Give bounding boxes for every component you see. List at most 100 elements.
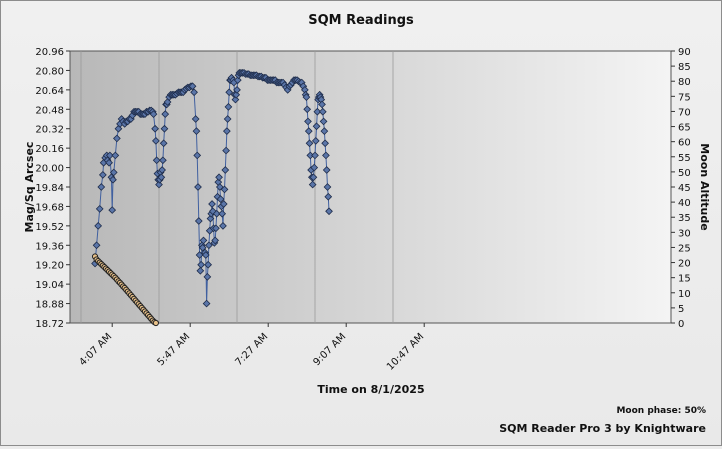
y2-tick-label: 20 [678, 259, 691, 270]
sqm-point [108, 206, 117, 214]
sqm-point [325, 207, 333, 216]
sqm-point [157, 173, 166, 182]
sqm-point [111, 151, 120, 160]
sqm-point [193, 151, 202, 160]
sqm-point [219, 200, 228, 208]
sqm-point [225, 88, 234, 97]
sqm-point [233, 76, 242, 85]
sqm-point [204, 260, 213, 269]
sqm-point [222, 127, 231, 136]
y2-tick-label: 40 [678, 198, 691, 209]
sqm-point [159, 156, 167, 165]
sqm-point [222, 146, 230, 155]
sqm-point [151, 124, 159, 133]
x-tick-label: 10:47 AM [385, 331, 426, 372]
sqm-point [149, 110, 158, 119]
sqm-point [211, 236, 220, 245]
sqm-point [188, 82, 197, 91]
sqm-point [95, 204, 104, 213]
y2-tick-label: 80 [678, 77, 691, 88]
sqm-point [309, 173, 318, 182]
sqm-point [161, 110, 170, 119]
sqm-point [221, 166, 230, 174]
sqm-point [319, 117, 328, 126]
sqm-series [91, 68, 333, 308]
sqm-point [233, 85, 241, 94]
sqm-point [212, 209, 221, 218]
sqm-point [212, 224, 220, 233]
sqm-point [304, 127, 313, 136]
y-tick-label: 19.84 [35, 183, 64, 194]
y-tick-label: 20.00 [35, 164, 64, 175]
chart-title: SQM Readings [308, 13, 414, 28]
y2-tick-label: 25 [678, 243, 691, 254]
sqm-point [152, 136, 160, 145]
y-tick-label: 20.80 [35, 66, 64, 77]
y2-tick-label: 90 [678, 47, 691, 58]
sqm-point [197, 260, 205, 269]
y2-tick-label: 75 [678, 92, 691, 103]
y2-tick-label: 30 [678, 228, 691, 239]
y-tick-label: 19.20 [35, 261, 64, 272]
y-tick-label: 20.16 [35, 144, 64, 155]
y2-tick-label: 5 [678, 304, 684, 315]
sqm-point [206, 214, 215, 223]
sqm-point [109, 175, 117, 184]
y2-tick-label: 10 [678, 289, 691, 300]
sqm-point [310, 163, 319, 172]
sqm-point [220, 185, 229, 194]
sqm-point [318, 107, 327, 116]
sqm-point [202, 299, 211, 308]
sqm-point [223, 115, 232, 123]
sqm-point [324, 192, 333, 201]
sqm-point [195, 251, 204, 259]
series [91, 68, 333, 327]
x-axis-label: Time on 8/1/2025 [317, 383, 424, 396]
sqm-point [155, 180, 163, 189]
sqm-point [311, 151, 319, 160]
y-tick-label: 20.96 [35, 47, 64, 58]
sqm-point [201, 251, 210, 259]
y2-tick-label: 60 [678, 138, 691, 149]
sqm-point [196, 266, 205, 275]
y-tick-label: 19.68 [35, 202, 64, 213]
sqm-point [109, 168, 118, 177]
y-axis-label: Mag/Sq Arcsec [23, 142, 36, 233]
sqm-point [191, 115, 200, 123]
moon_altitude-series [91, 253, 159, 327]
sqm-point [105, 151, 114, 160]
sqm-point [199, 236, 208, 245]
sqm-point [218, 209, 227, 218]
sqm-point [205, 241, 213, 250]
sqm-point [303, 105, 312, 114]
x-tick-label: 9:07 AM [311, 331, 348, 368]
sqm-point [158, 166, 166, 174]
y-tick-label: 19.04 [35, 280, 64, 291]
moon-phase-text: Moon phase: 50% [616, 406, 706, 416]
y-tick-label: 18.72 [35, 319, 64, 330]
sqm-point [92, 241, 101, 250]
x-tick-label: 4:07 AM [77, 331, 114, 368]
sqm-point [192, 127, 201, 136]
sqm-point [313, 107, 322, 116]
sqm-point [232, 90, 241, 99]
sqm-point [308, 180, 317, 189]
sqm-point [198, 243, 207, 252]
x-axis: 4:07 AM 5:47 AM 7:27 AM 9:07 AM 10:47 AM [77, 323, 426, 373]
sqm-point [98, 170, 107, 179]
y2-tick-label: 45 [678, 183, 691, 194]
sqm-point [305, 139, 314, 148]
y2-tick-label: 55 [678, 153, 691, 164]
sqm-point [224, 102, 233, 111]
y-tick-label: 20.48 [35, 105, 64, 116]
sqm-point [113, 134, 121, 143]
y2-tick-label: 50 [678, 168, 691, 179]
x-tick-label: 7:27 AM [233, 331, 270, 368]
sqm-point [163, 98, 172, 106]
y-tick-label: 20.64 [35, 86, 64, 97]
y-tick-label: 19.36 [35, 241, 64, 252]
y2-tick-label: 35 [678, 213, 691, 224]
sqm-point [304, 117, 312, 126]
